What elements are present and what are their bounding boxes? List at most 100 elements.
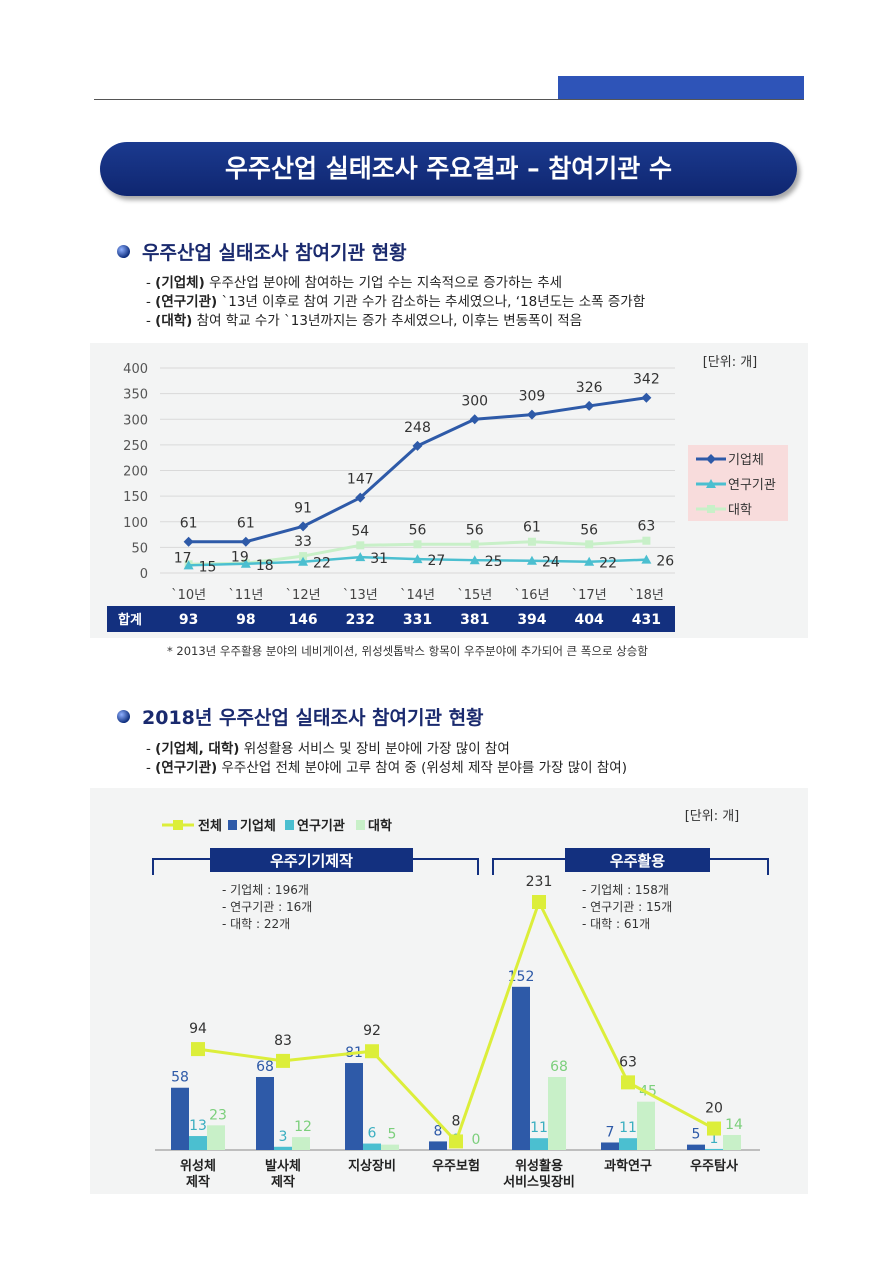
data-label: 22 [599, 556, 617, 572]
data-label: 31 [370, 551, 388, 567]
total-value: 431 [632, 612, 661, 628]
data-label: 27 [428, 553, 446, 569]
data-point [412, 440, 423, 451]
data-label: 63 [637, 519, 655, 535]
data-point [412, 554, 423, 564]
data-point [355, 492, 366, 503]
data-point [584, 400, 595, 411]
group-label: 우주기기제작 [270, 852, 353, 870]
bar-value-label: 12 [294, 1119, 312, 1135]
group-note: - 연구기관 : 15개 [582, 900, 672, 914]
bar-기업체 [429, 1141, 447, 1150]
data-point [621, 1075, 635, 1090]
data-label: 248 [404, 420, 431, 436]
data-label: 300 [461, 393, 488, 409]
bar-value-label: 3 [279, 1129, 288, 1145]
section1-description: - (기업체) 우주산업 분야에 참여하는 기업 수는 지속적으로 증가하는 추… [146, 274, 645, 331]
data-point [585, 540, 594, 549]
legend-label: 연구기관 [728, 478, 776, 493]
data-label: 61 [180, 516, 198, 532]
bar-연구기관 [363, 1143, 381, 1150]
bullet-icon [117, 710, 130, 723]
unit-label: [단위: 개] [703, 355, 758, 370]
legend-marker [173, 820, 183, 830]
bar-value-label: 11 [530, 1120, 548, 1136]
y-tick-label: 0 [140, 567, 148, 582]
data-point [365, 1044, 379, 1059]
total-value: 394 [517, 612, 546, 628]
bar-대학 [292, 1137, 310, 1150]
bar-기업체 [256, 1076, 274, 1150]
page-title: 우주산업 실태조사 주요결과 – 참여기관 수 [100, 142, 797, 196]
data-label: 326 [576, 380, 603, 396]
x-tick-label: `11년 [228, 588, 263, 603]
category-label: 위성활용 서비스및장비 [503, 1158, 575, 1190]
bar-value-label: 1 [710, 1131, 719, 1147]
totals-row [107, 606, 675, 632]
data-point [526, 409, 537, 420]
data-point [299, 552, 308, 561]
bar-chart-panel: [단위: 개] 전체 기업체 연구기관 대학 우주기기제작 - 기업체 : 196개 - 연구… [90, 788, 808, 1194]
category-label: 지상장비 [348, 1158, 396, 1174]
legend-label: 전체 [198, 818, 222, 834]
bar-기업체 [171, 1087, 189, 1150]
data-point [641, 554, 652, 564]
group-note: - 대학 : 22개 [222, 917, 290, 931]
chart-footnote: * 2013년 우주활용 분야의 네비게이션, 위성셋톱박스 항목이 우주분야에… [167, 644, 648, 658]
data-label: 19 [231, 549, 249, 565]
data-label: 56 [580, 522, 598, 538]
x-tick-label: `16년 [514, 588, 549, 603]
group-label: 우주활용 [610, 852, 665, 870]
bar-대학 [381, 1144, 399, 1150]
data-label: 91 [294, 500, 312, 516]
data-label: 56 [409, 522, 427, 538]
line-chart-panel: 0 50 100 150 200 250 300 350 400 `10년 `11년 `12년 `13년… [90, 343, 808, 638]
category-label: 우주보험 [432, 1158, 480, 1174]
data-point [526, 555, 537, 565]
data-label: 309 [519, 389, 546, 405]
data-label: 18 [256, 558, 274, 574]
total-value: 381 [460, 612, 489, 628]
data-label: 17 [174, 550, 192, 566]
category-label: 우주탐사 [690, 1158, 738, 1174]
data-point [470, 540, 479, 549]
data-point [356, 541, 365, 550]
total-value: 331 [403, 612, 432, 628]
x-tick-label: `18년 [629, 588, 664, 603]
data-point [183, 560, 194, 570]
bar-기업체 [687, 1144, 705, 1150]
data-label: 22 [313, 556, 331, 572]
bar-기업체 [512, 986, 530, 1150]
bar-value-label: 11 [619, 1120, 637, 1136]
y-tick-label: 400 [123, 362, 148, 377]
bar-대학 [548, 1076, 566, 1150]
data-point [240, 536, 251, 547]
data-point [298, 521, 309, 532]
bar-연구기관 [619, 1138, 637, 1150]
line-chart: 0 50 100 150 200 250 300 350 400 `10년 `11년 `12년 `13년… [107, 355, 788, 632]
category-label: 발사체 제작 [265, 1158, 301, 1190]
x-tick-label: `17년 [572, 588, 607, 603]
data-point [641, 392, 652, 403]
data-label: 24 [542, 555, 560, 571]
data-label: 56 [466, 522, 484, 538]
data-label: 94 [189, 1021, 207, 1037]
x-tick-label: `12년 [286, 588, 321, 603]
bar-value-label: 68 [256, 1059, 274, 1075]
section2-heading: 2018년 우주산업 실태조사 참여기관 현황 [117, 703, 484, 730]
bar-value-label: 68 [550, 1059, 568, 1075]
bar-value-label: 14 [725, 1117, 743, 1133]
group-note: - 기업체 : 158개 [582, 883, 669, 897]
data-label: 25 [485, 554, 503, 570]
bar-value-label: 6 [368, 1126, 377, 1142]
y-tick-label: 100 [123, 516, 148, 531]
bar-연구기관 [189, 1136, 207, 1150]
bullet-icon [117, 245, 130, 258]
bar-value-label: 5 [388, 1127, 397, 1143]
data-point [240, 558, 251, 568]
section1-heading: 우주산업 실태조사 참여기관 현황 [117, 238, 407, 265]
data-point [707, 1121, 721, 1136]
data-label: 63 [619, 1054, 637, 1070]
data-label: 33 [294, 534, 312, 550]
bar-연구기관 [705, 1148, 723, 1150]
